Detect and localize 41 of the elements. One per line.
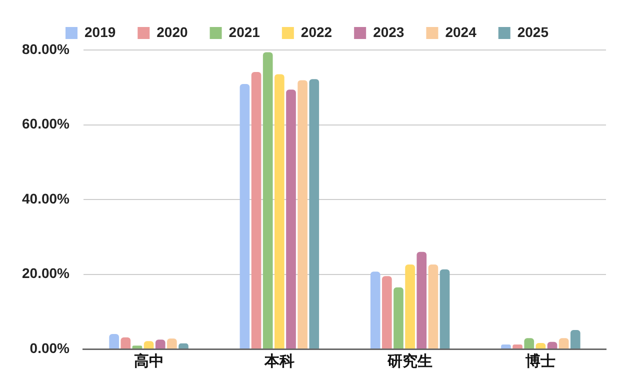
legend-label: 2025 — [517, 24, 549, 40]
x-tick-label: 本科 — [263, 352, 294, 370]
bar — [501, 344, 511, 348]
bar — [570, 330, 580, 348]
bar — [251, 72, 262, 348]
y-tick-label: 80.00% — [22, 40, 70, 57]
bar — [262, 52, 273, 348]
x-tick-label: 研究生 — [386, 352, 433, 370]
bar — [416, 252, 427, 348]
legend-label: 2019 — [84, 24, 116, 40]
bar — [120, 337, 131, 348]
legend-label: 2020 — [156, 24, 188, 40]
bar — [382, 276, 392, 348]
bar — [370, 272, 380, 348]
bar — [394, 287, 404, 348]
bar — [274, 74, 284, 348]
bar — [109, 334, 120, 348]
y-tick-label: 40.00% — [22, 190, 70, 206]
bar — [240, 84, 250, 348]
bar — [286, 90, 296, 348]
bar — [440, 269, 450, 348]
bar — [298, 80, 308, 348]
bar — [144, 341, 154, 348]
bar — [558, 338, 569, 348]
x-tick-label: 高中 — [134, 352, 164, 370]
y-tick-label: 20.00% — [22, 265, 70, 282]
bar — [309, 79, 320, 348]
bar — [512, 344, 522, 348]
bar — [524, 338, 534, 348]
legend-label: 2021 — [228, 24, 260, 40]
bar — [167, 338, 177, 348]
bar — [155, 340, 166, 348]
y-tick-label: 0.00% — [30, 340, 70, 356]
bar — [132, 346, 142, 348]
x-tick-label: 博士 — [524, 352, 556, 370]
bar — [405, 264, 415, 348]
y-tick-label: 60.00% — [22, 116, 70, 132]
legend-label: 2023 — [373, 24, 404, 40]
legend-label: 2022 — [300, 24, 332, 40]
bar — [428, 264, 438, 348]
legend-label: 2024 — [445, 24, 477, 40]
